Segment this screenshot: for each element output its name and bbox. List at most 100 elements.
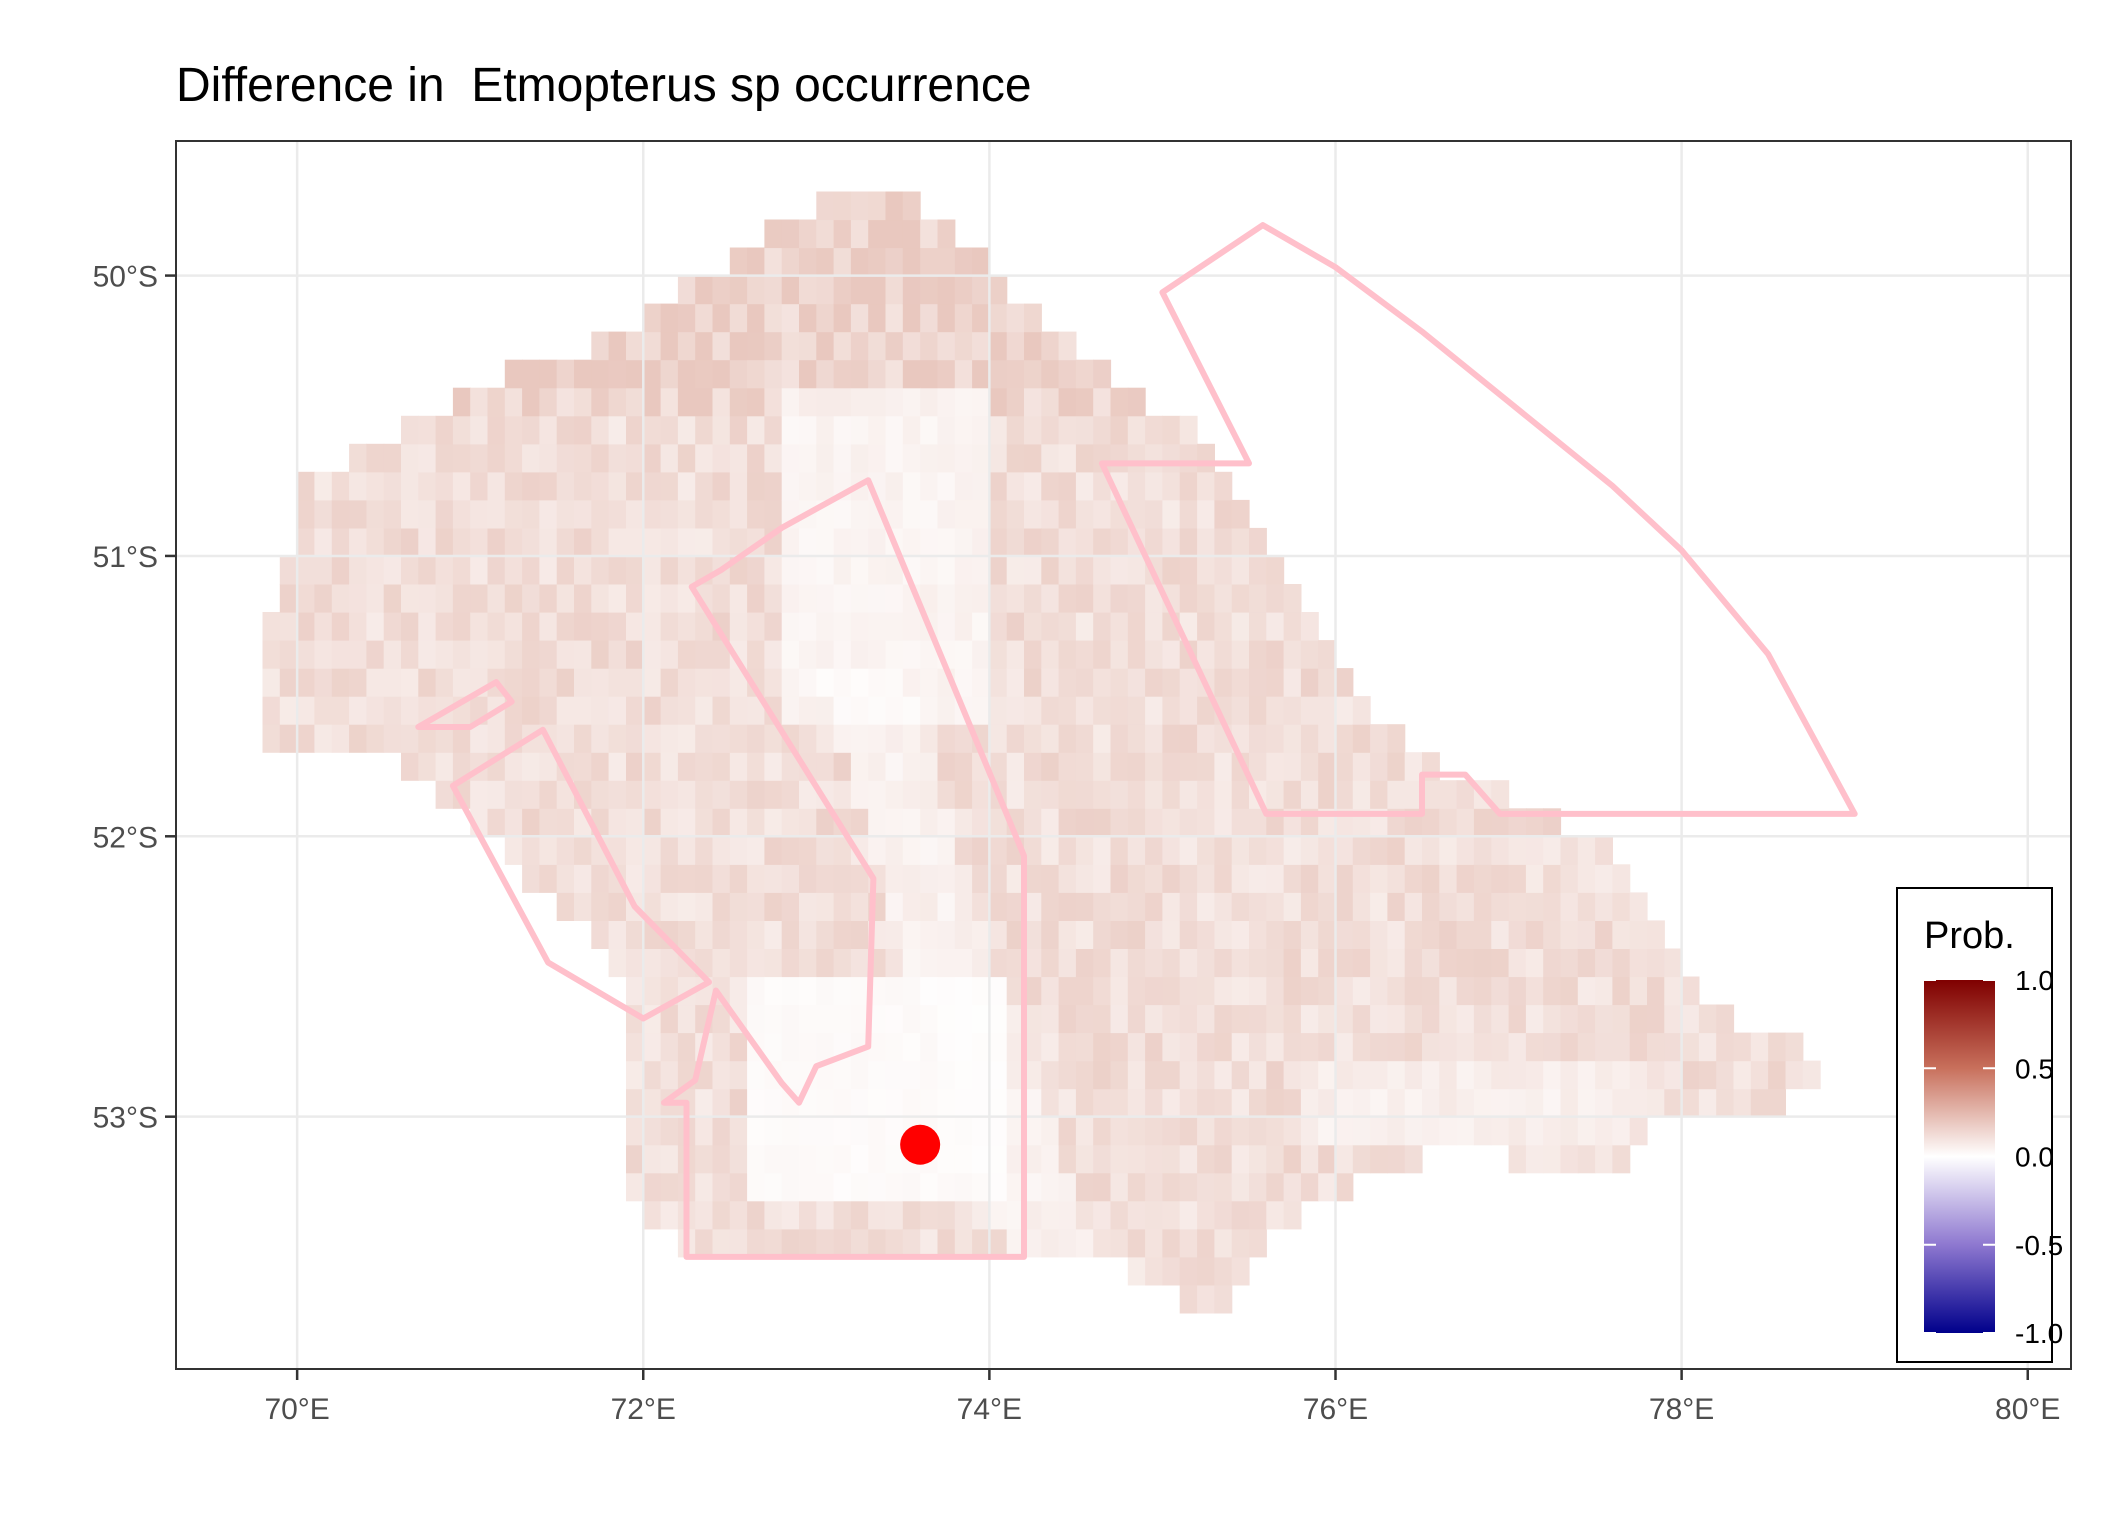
- raster-cell: [452, 724, 471, 753]
- raster-cell: [1370, 1060, 1388, 1090]
- raster-cell: [799, 387, 817, 417]
- raster-cell: [1335, 1088, 1354, 1118]
- raster-cell: [989, 1172, 1008, 1202]
- raster-cell: [764, 415, 783, 445]
- raster-cell: [781, 696, 800, 725]
- raster-cell: [1179, 527, 1198, 557]
- raster-cell: [850, 247, 869, 277]
- raster-cell: [729, 780, 748, 809]
- raster-cell: [1370, 780, 1388, 809]
- raster-cell: [1058, 1032, 1077, 1062]
- raster-cell: [1681, 1088, 1700, 1118]
- raster-cell: [695, 443, 714, 473]
- raster-cell: [902, 1228, 921, 1258]
- raster-cell: [764, 219, 783, 249]
- raster-cell: [1629, 1060, 1648, 1090]
- raster-cell: [729, 443, 748, 473]
- raster-cell: [764, 499, 783, 529]
- raster-cell: [1335, 892, 1354, 921]
- raster-cell: [1300, 724, 1319, 753]
- raster-cell: [1456, 948, 1475, 978]
- raster-cell: [1058, 527, 1077, 557]
- raster-cell: [781, 1144, 800, 1174]
- raster-cell: [1214, 920, 1233, 949]
- raster-cell: [1231, 864, 1250, 893]
- raster-cell: [729, 471, 748, 501]
- raster-cell: [626, 976, 644, 1006]
- raster-cell: [1179, 752, 1198, 781]
- raster-cell: [1249, 668, 1267, 697]
- raster-cell: [885, 976, 904, 1006]
- raster-cell: [608, 499, 627, 529]
- raster-cell: [729, 527, 748, 557]
- raster-cell: [1075, 1172, 1094, 1202]
- raster-cell: [1525, 1144, 1544, 1174]
- raster-cell: [1214, 1144, 1233, 1174]
- raster-cell: [989, 640, 1008, 669]
- raster-cell: [262, 724, 281, 753]
- raster-cell: [1006, 640, 1025, 669]
- raster-cell: [366, 584, 385, 613]
- raster-cell: [1214, 780, 1233, 809]
- raster-cell: [574, 415, 592, 445]
- raster-cell: [816, 836, 835, 865]
- raster-cell: [1422, 1004, 1440, 1034]
- raster-cell: [626, 555, 644, 585]
- raster-cell: [833, 359, 852, 389]
- raster-cell: [937, 724, 956, 753]
- raster-cell: [989, 303, 1008, 333]
- raster-cell: [902, 247, 921, 277]
- raster-cell: [764, 724, 783, 753]
- raster-cell: [989, 1228, 1008, 1258]
- raster-cell: [504, 415, 523, 445]
- raster-cell: [1127, 696, 1146, 725]
- raster-cell: [383, 584, 402, 613]
- raster-cell: [764, 359, 783, 389]
- raster-cell: [1024, 584, 1042, 613]
- raster-cell: [1249, 1228, 1267, 1258]
- raster-cell: [1387, 948, 1406, 978]
- raster-cell: [677, 303, 696, 333]
- raster-cell: [626, 1088, 644, 1118]
- raster-cell: [643, 1144, 662, 1174]
- raster-cell: [1698, 1032, 1717, 1062]
- raster-cell: [781, 331, 800, 361]
- raster-cell: [1249, 1144, 1267, 1174]
- raster-cell: [1179, 443, 1198, 473]
- raster-cell: [1162, 1200, 1181, 1230]
- raster-cell: [1179, 808, 1198, 837]
- raster-cell: [1300, 892, 1319, 921]
- raster-cell: [591, 780, 610, 809]
- raster-cell: [677, 836, 696, 865]
- raster-cell: [314, 527, 333, 557]
- raster-cell: [937, 780, 956, 809]
- raster-cell: [1110, 1032, 1129, 1062]
- raster-cell: [608, 948, 627, 978]
- raster-cell: [1266, 1116, 1285, 1146]
- raster-cell: [1508, 1032, 1527, 1062]
- raster-cell: [1110, 1088, 1129, 1118]
- raster-cell: [1058, 752, 1077, 781]
- raster-cell: [954, 1116, 973, 1146]
- raster-cell: [1318, 696, 1337, 725]
- raster-cell: [937, 976, 956, 1006]
- raster-cell: [677, 275, 696, 305]
- raster-cell: [937, 1088, 956, 1118]
- raster-cell: [1543, 1004, 1562, 1034]
- raster-cell: [626, 443, 644, 473]
- raster-cell: [1110, 892, 1129, 921]
- raster-cell: [868, 1116, 887, 1146]
- raster-cell: [1300, 612, 1319, 641]
- raster-cell: [470, 555, 489, 585]
- raster-cell: [626, 584, 644, 613]
- raster-cell: [1127, 612, 1146, 641]
- raster-cell: [349, 471, 367, 501]
- raster-cell: [1058, 920, 1077, 949]
- raster-cell: [1162, 920, 1181, 949]
- raster-cell: [608, 471, 627, 501]
- raster-cell: [349, 555, 367, 585]
- raster-cell: [504, 555, 523, 585]
- raster-cell: [1491, 836, 1510, 865]
- raster-cell: [556, 415, 575, 445]
- raster-cell: [643, 976, 662, 1006]
